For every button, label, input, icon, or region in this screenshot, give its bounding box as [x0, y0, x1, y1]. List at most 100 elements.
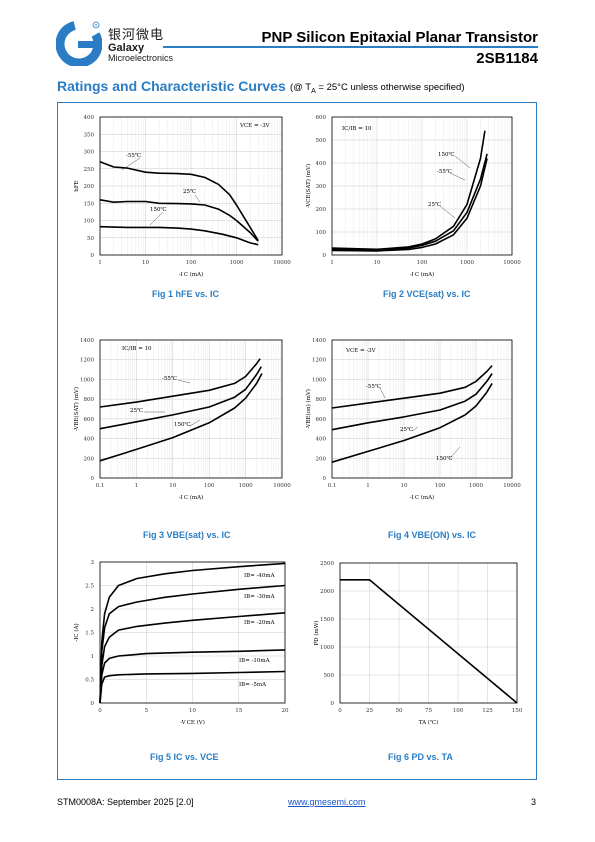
plot-area [99, 339, 283, 479]
document-title: PNP Silicon Epitaxial Planar Transistor [261, 29, 539, 46]
series-label: 150℃ [150, 206, 167, 213]
series-leader-line [149, 211, 164, 226]
charts-frame [57, 102, 537, 780]
series-label: -55℃ [126, 152, 141, 159]
series-line [99, 562, 286, 704]
series-line [99, 373, 263, 462]
x-tick-label: 100 [186, 260, 197, 266]
x-tick-label: 10 [401, 483, 408, 489]
y-tick-label: 200 [84, 456, 95, 462]
y-tick-label: 3 [91, 560, 95, 566]
chart-condition-annotation: IC/IB = 10 [342, 126, 372, 132]
series-line [331, 373, 493, 431]
y-tick-label: 250 [84, 167, 95, 173]
x-axis-label: -I C (mA) [179, 271, 204, 278]
y-tick-label: 1200 [312, 358, 326, 364]
x-tick-label: 10000 [503, 483, 521, 489]
series-line [99, 199, 259, 242]
series-label: IB= -40mA [244, 573, 276, 579]
section-conditions-note: (@ TA = 25°C unless otherwise specified) [290, 82, 465, 95]
x-tick-label: 0.1 [328, 483, 337, 489]
x-tick-label: 15 [235, 708, 242, 714]
plot-area [331, 339, 513, 479]
y-tick-label: 1000 [312, 377, 326, 383]
y-tick-label: 350 [84, 132, 95, 138]
header-divider [163, 46, 538, 48]
x-tick-label: 75 [425, 708, 432, 714]
x-tick-label: 10 [189, 708, 196, 714]
y-tick-label: 0 [323, 253, 327, 259]
series-label: 25℃ [130, 407, 143, 414]
series-label: 150℃ [174, 421, 191, 428]
series-line [99, 358, 261, 408]
galaxy-logo-icon: R [56, 20, 102, 66]
y-tick-label: 1 [91, 654, 95, 660]
x-tick-label: 1000 [460, 260, 474, 266]
x-axis-label: -I C (mA) [410, 494, 435, 501]
series-line [99, 612, 286, 704]
series-leader-line [379, 387, 386, 399]
y-tick-label: 400 [84, 437, 95, 443]
y-tick-label: 150 [84, 201, 95, 207]
x-tick-label: 10000 [273, 260, 291, 266]
y-axis-label: PD (mW) [313, 620, 320, 645]
y-axis-label: -VCE(SAT) (mV) [305, 164, 312, 208]
y-axis-label: -VBE(on) (mV) [305, 389, 312, 429]
y-tick-label: 200 [84, 184, 95, 190]
x-tick-label: 100 [435, 483, 446, 489]
y-tick-label: 800 [84, 397, 95, 403]
series-line [331, 158, 488, 252]
x-tick-label: 0 [98, 708, 102, 714]
figure-caption: Fig 2 VCE(sat) vs. IC [383, 289, 471, 299]
chart-condition-annotation: VCE = -3V [345, 348, 377, 354]
series-label: IB= -5mA [239, 682, 267, 688]
y-tick-label: 0 [331, 701, 335, 707]
series-line [340, 579, 518, 704]
figure-caption: Fig 4 VBE(ON) vs. IC [388, 530, 477, 540]
x-tick-label: 1000 [230, 260, 244, 266]
document-code: STM0008A: September 2025 [2.0] [57, 797, 194, 807]
y-axis-label: -VBE(SAT) (mV) [73, 387, 80, 431]
y-tick-label: 400 [84, 115, 95, 121]
part-number: 2SB1184 [476, 50, 538, 67]
x-tick-label: 1 [330, 260, 334, 266]
website-link[interactable]: www.gmesemi.com [288, 797, 366, 807]
y-tick-label: 1500 [320, 617, 334, 623]
y-axis-label: -IC (A) [73, 623, 80, 641]
x-tick-label: 1000 [469, 483, 483, 489]
x-tick-label: 0 [338, 708, 342, 714]
series-label: 25℃ [183, 188, 196, 195]
x-tick-label: 10 [169, 483, 176, 489]
series-leader-line [189, 419, 201, 427]
y-tick-label: 50 [87, 236, 94, 242]
x-axis-label: TA (℃) [419, 719, 439, 726]
series-line [331, 153, 488, 251]
y-tick-label: 2.5 [85, 584, 94, 590]
series-label: 150℃ [438, 151, 455, 158]
series-leader-line [411, 426, 419, 432]
logo-chinese-name: 银河微电 [108, 28, 165, 43]
x-tick-label: 10000 [503, 260, 521, 266]
x-tick-label: 125 [482, 708, 493, 714]
y-tick-label: 2500 [320, 561, 334, 567]
series-label: -55℃ [162, 375, 177, 382]
x-tick-label: 100 [204, 483, 215, 489]
y-tick-label: 1400 [312, 338, 326, 344]
plot-area [339, 562, 518, 704]
series-line [99, 584, 286, 704]
x-axis-label: -I C (mA) [410, 271, 435, 278]
series-label: 25℃ [428, 201, 441, 208]
x-tick-label: 5 [145, 708, 149, 714]
y-tick-label: 1000 [320, 645, 334, 651]
y-tick-label: 200 [316, 207, 327, 213]
x-tick-label: 150 [512, 708, 523, 714]
plot-area [99, 561, 286, 704]
section-title: Ratings and Characteristic Curves [57, 78, 286, 94]
series-line [99, 366, 262, 430]
x-tick-label: 0.1 [96, 483, 105, 489]
x-tick-label: 1 [135, 483, 139, 489]
